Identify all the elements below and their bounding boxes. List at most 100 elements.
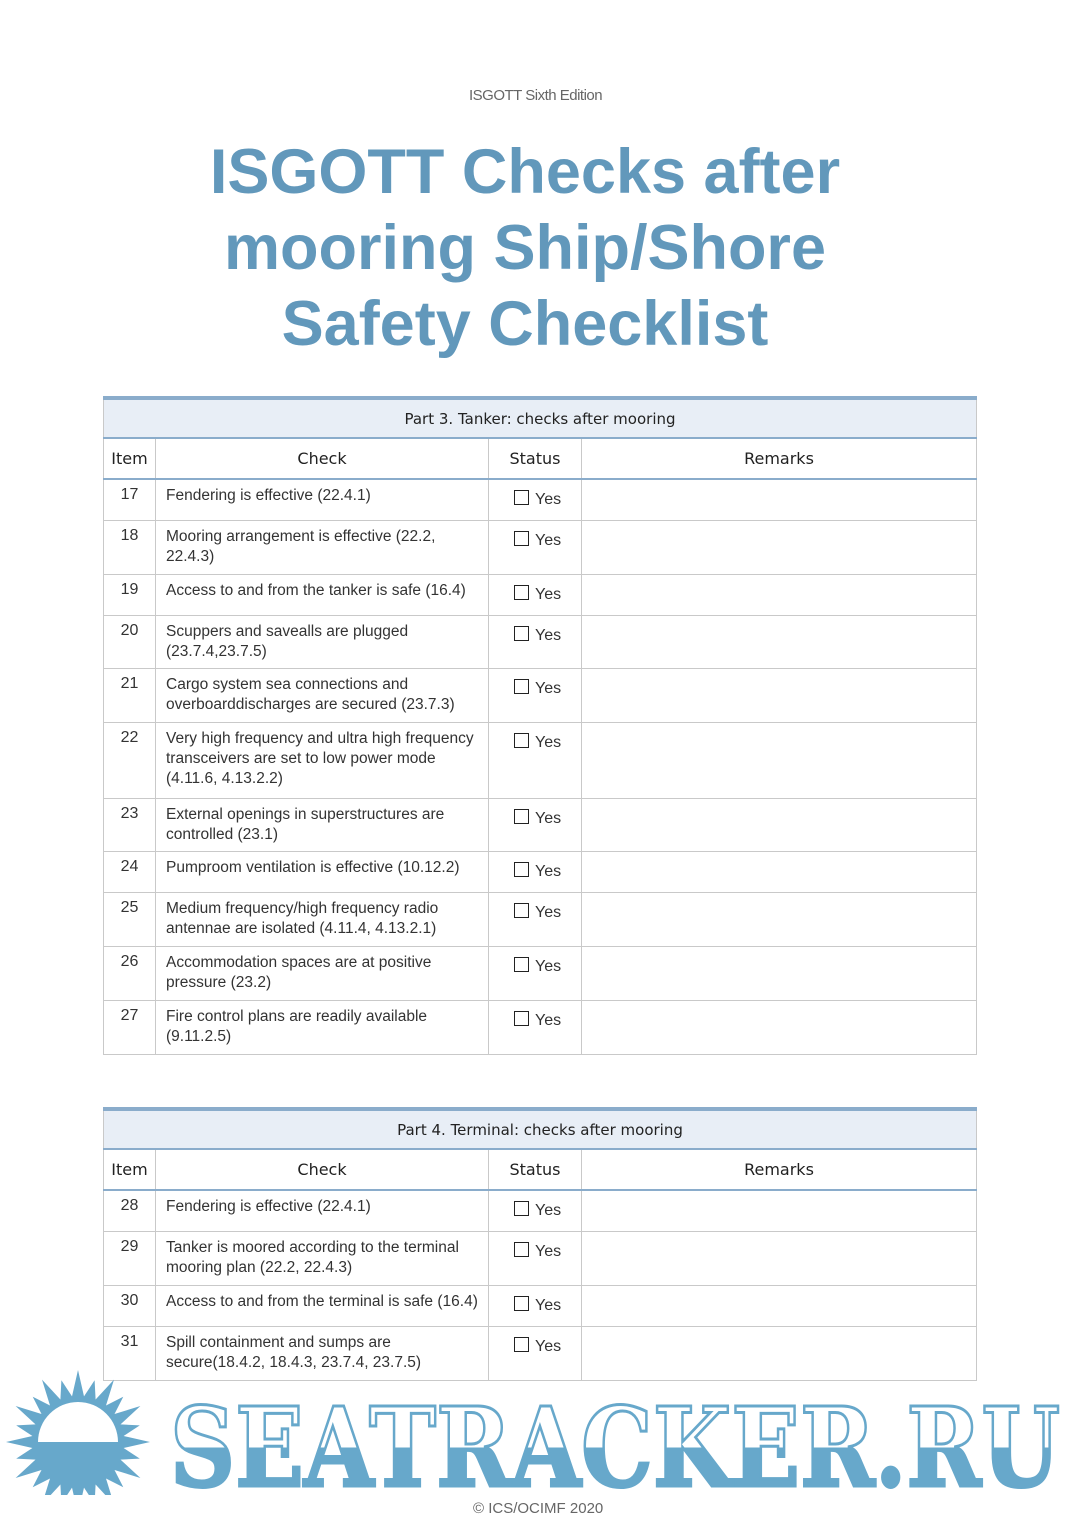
check-text: Mooring arrangement is effective (22.2, … [155, 519, 489, 575]
checkbox[interactable] [514, 1201, 529, 1216]
check-text: External openings in superstructures are… [155, 797, 489, 852]
checkbox[interactable] [514, 902, 529, 918]
status-label: Yes [535, 1242, 562, 1260]
table-row: 17 Fendering is effective (22.4.1) Yes [103, 478, 977, 521]
status-label: Yes [535, 809, 562, 827]
checkbox[interactable] [514, 490, 529, 505]
remarks-field[interactable] [581, 999, 977, 1055]
status-cell: Yes [488, 1325, 582, 1381]
status-label: Yes [535, 585, 562, 603]
remarks-field[interactable] [581, 1325, 977, 1381]
item-number: 21 [103, 667, 156, 723]
status-label: Yes [535, 957, 562, 975]
status-cell: Yes [488, 667, 582, 723]
table-row: 23 External openings in superstructures … [103, 797, 977, 852]
col-remarks: Remarks [581, 437, 977, 480]
checkbox[interactable] [514, 678, 529, 694]
sun-disc [38, 1402, 118, 1442]
status-label: Yes [535, 862, 562, 880]
table-row: 28 Fendering is effective (22.4.1) Yes [103, 1189, 977, 1232]
remarks-field[interactable] [581, 573, 977, 616]
checkbox[interactable] [514, 1241, 529, 1257]
checkbox[interactable] [514, 861, 529, 877]
item-number: 23 [103, 797, 156, 852]
checkbox[interactable] [514, 1336, 529, 1352]
table-row: 30 Access to and from the terminal is sa… [103, 1284, 977, 1327]
check-text: Pumproom ventilation is effective (10.12… [155, 850, 489, 893]
check-text: Access to and from the terminal is safe … [155, 1284, 489, 1327]
check-text: Scuppers and savealls are plugged (23.7.… [155, 614, 489, 669]
status-label: Yes [535, 1202, 562, 1219]
table-row: 31 Spill containment and sumps are secur… [103, 1325, 977, 1381]
checkbox[interactable] [514, 530, 529, 546]
check-text: Medium frequency/high frequency radio an… [155, 891, 489, 947]
remarks-field[interactable] [581, 891, 977, 947]
remarks-field[interactable] [581, 478, 977, 521]
remarks-field[interactable] [581, 721, 977, 799]
col-status: Status [488, 437, 582, 480]
item-number: 29 [103, 1230, 156, 1286]
remarks-field[interactable] [581, 1189, 977, 1232]
remarks-field[interactable] [581, 614, 977, 669]
check-text: Very high frequency and ultra high frequ… [155, 721, 489, 799]
remarks-field[interactable] [581, 667, 977, 723]
title-line: ISGOTT Checks after [209, 137, 841, 207]
status-cell: Yes [488, 945, 582, 1001]
check-text: Fendering is effective (22.4.1) [155, 1189, 489, 1232]
item-number: 26 [103, 945, 156, 1001]
status-cell: Yes [488, 1284, 582, 1327]
item-number: 30 [103, 1284, 156, 1327]
item-number: 24 [103, 850, 156, 893]
remarks-field[interactable] [581, 519, 977, 575]
item-number: 27 [103, 999, 156, 1055]
item-number: 28 [103, 1189, 156, 1232]
status-label: Yes [535, 679, 562, 697]
status-cell: Yes [488, 1189, 582, 1232]
status-cell: Yes [488, 614, 582, 669]
table-row: 18 Mooring arrangement is effective (22.… [103, 519, 977, 575]
check-text: Fire control plans are readily available… [155, 999, 489, 1055]
sun-logo-icon [6, 1370, 150, 1495]
status-cell: Yes [488, 797, 582, 852]
checkbox[interactable] [514, 1295, 529, 1311]
status-label: Yes [535, 1337, 562, 1355]
remarks-field[interactable] [581, 1284, 977, 1327]
status-label: Yes [535, 903, 562, 921]
table-row: 26 Accommodation spaces are at positive … [103, 945, 977, 1001]
status-cell: Yes [488, 519, 582, 575]
part3-table: Part 3. Tanker: checks after mooring Ite… [103, 396, 977, 1055]
title-line: mooring Ship/Shore [223, 213, 826, 283]
status-cell: Yes [488, 573, 582, 616]
table-row: 19 Access to and from the tanker is safe… [103, 573, 977, 616]
item-number: 31 [103, 1325, 156, 1381]
remarks-field[interactable] [581, 797, 977, 852]
item-number: 17 [103, 478, 156, 521]
part4-table: Part 4. Terminal: checks after mooring I… [103, 1107, 977, 1381]
table-row: 20 Scuppers and savealls are plugged (23… [103, 614, 977, 669]
checkbox[interactable] [514, 584, 529, 600]
check-text: Access to and from the tanker is safe (1… [155, 573, 489, 616]
check-text: Tanker is moored according to the termin… [155, 1230, 489, 1286]
checkbox[interactable] [514, 808, 529, 824]
remarks-field[interactable] [581, 850, 977, 893]
checkbox[interactable] [514, 732, 529, 748]
checkbox[interactable] [514, 625, 529, 641]
item-number: 22 [103, 721, 156, 799]
status-cell: Yes [488, 850, 582, 893]
status-label: Yes [535, 531, 562, 549]
checkbox[interactable] [514, 956, 529, 972]
remarks-field[interactable] [581, 945, 977, 1001]
col-item: Item [103, 1148, 156, 1191]
status-cell: Yes [488, 478, 582, 521]
status-cell: Yes [488, 721, 582, 799]
title-line: Safety Checklist [281, 289, 769, 359]
item-number: 20 [103, 614, 156, 669]
table-row: 22 Very high frequency and ultra high fr… [103, 721, 977, 799]
check-text: Fendering is effective (22.4.1) [155, 478, 489, 521]
col-check: Check [155, 1148, 489, 1191]
table-row: 27 Fire control plans are readily availa… [103, 999, 977, 1055]
item-number: 18 [103, 519, 156, 575]
seatracker-watermark: SEATRACKER.RU [6, 1370, 1062, 1495]
checkbox[interactable] [514, 1010, 529, 1026]
remarks-field[interactable] [581, 1230, 977, 1286]
